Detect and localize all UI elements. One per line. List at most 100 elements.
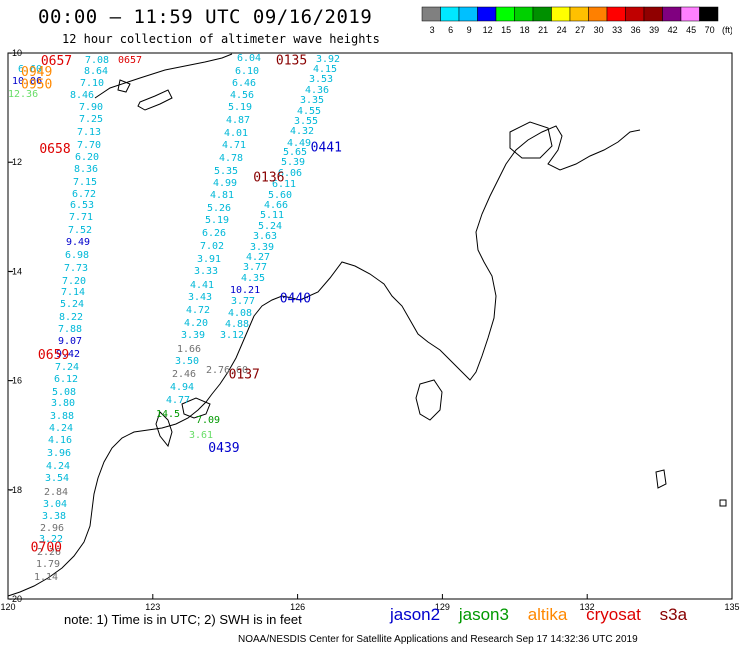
page-title: 00:00 – 11:59 UTC 09/16/2019 [38,6,373,28]
wave-height-label: 4.78 [219,153,243,164]
wave-height-label: 6.98 [65,250,89,261]
pass-time-label: 0950 [21,78,52,93]
color-scale-unit: (ft) [722,25,732,35]
color-scale-label: 9 [467,25,472,35]
wave-height-label: 7.14 [61,287,85,298]
wave-height-label: 3.54 [45,473,69,484]
wave-height-label: 2.26 [37,547,61,558]
wave-height-label: 3.55 [294,116,318,127]
color-scale-label: 12 [483,25,493,35]
wave-height-label: 4.56 [230,90,254,101]
pass-time-label: 0949 [21,65,52,80]
wave-height-label: 4.27 [246,252,270,263]
wave-height-label: 6.04 [237,53,261,64]
wave-height-label: 9.42 [56,349,80,360]
coastline-groote-island [415,379,443,421]
wave-height-label: 4.24 [49,423,73,434]
wave-height-label: 6.06 [278,168,302,179]
pass-time-label: 0659 [38,348,69,363]
wave-height-label: 3.91 [197,254,221,265]
coastline-melville-island [509,121,553,159]
wave-height-label: 6.60 [224,365,248,376]
wave-height-label: 3.33 [194,266,218,277]
wave-height-label: 4.35 [241,273,265,284]
wave-height-label: 7.25 [79,114,103,125]
map-axes: 120 123 126 129 132 135 -10 -12 -14 -16 -18 -20 [0,48,739,612]
wave-height-label: 3.04 [43,499,67,510]
color-scale-label: 3 [430,25,435,35]
wave-height-label: 3.12 [220,330,244,341]
wave-height-label: 8.46 [70,90,94,101]
wave-height-label: 6.11 [272,179,296,190]
x-tick-label: 132 [580,602,595,612]
map-frame [7,52,733,600]
legend-jason2: jason2 [390,605,441,624]
wave-height-label: 4.72 [186,305,210,316]
wave-height-label: 5.19 [205,215,229,226]
wave-height-label: 9.07 [58,336,82,347]
wave-height-label: 5.39 [281,157,305,168]
color-scale-label: 24 [557,25,567,35]
wave-height-label: 6.10 [235,66,259,77]
footnote: note: 1) Time is in UTC; 2) SWH is in fe… [64,612,302,627]
wave-height-label: 6.72 [72,189,96,200]
color-swatch [699,6,719,22]
pass-time-label: 0440 [280,292,311,307]
wave-height-label: 7.02 [200,241,224,252]
wave-height-label: 2.84 [44,487,68,498]
x-tick-label: 129 [435,602,450,612]
y-tick-label: -12 [9,157,22,167]
wave-height-label: 7.24 [55,362,79,373]
wave-height-label: 10.21 [230,285,260,296]
x-tick-label: 135 [724,602,739,612]
wave-height-label: 4.87 [226,115,250,126]
wave-height-label: 6.46 [232,78,256,89]
wave-height-label: 0657 [118,55,142,66]
wave-height-label: 1.14 [34,572,58,583]
wave-height-label: 4.55 [297,106,321,117]
wave-height-label: 2.7 [206,365,224,376]
wave-height-label: 7.08 [85,55,109,66]
wave-height-label: 3.63 [253,231,277,242]
wave-height-label: 3.43 [188,292,212,303]
wave-height-label: 4.94 [170,382,194,393]
wave-height-label: 3.80 [51,398,75,409]
wave-height-label: 3.92 [316,54,340,65]
legend-cryosat: cryosat [586,605,641,624]
x-tick-label: 123 [145,602,160,612]
color-scale-label: 27 [575,25,585,35]
wave-height-label: 4.36 [305,85,329,96]
wave-height-label: 6.26 [202,228,226,239]
wave-height-label: 5.26 [207,203,231,214]
wave-height-label: 7.90 [79,102,103,113]
wave-height-label: 3.35 [300,95,324,106]
credit-line: NOAA/NESDIS Center for Satellite Applica… [238,634,638,645]
wave-height-label: 4.41 [190,280,214,291]
coastline-islands-north [94,53,233,111]
coastline-dampier-peninsula [155,397,211,448]
pass-time-label: 0700 [31,541,62,556]
wave-height-label: 6.53 [70,200,94,211]
wave-height-label: 12.36 [8,89,38,100]
pass-time-label: 0439 [208,441,239,456]
wave-height-label: 5.11 [260,210,284,221]
wave-height-label: 4.88 [225,319,249,330]
wave-height-label: 3.61 [189,430,213,441]
wave-height-label: 7.10 [80,78,104,89]
wave-height-label: 8.64 [84,66,108,77]
color-scale-label: 18 [520,25,530,35]
color-scale-label: 30 [594,25,604,35]
x-tick-label: 120 [0,602,15,612]
legend-s3a: s3a [659,605,688,624]
wave-height-label: 3.77 [243,262,267,273]
wave-height-label: 5.65 [283,147,307,158]
wave-height-label: 4.81 [210,190,234,201]
wave-height-label: 4.71 [222,140,246,151]
pass-time-label: 0136 [253,170,284,185]
wave-height-label: 4.49 [287,138,311,149]
y-tick-label: -10 [9,48,22,58]
wave-height-label: 7.70 [77,140,101,151]
